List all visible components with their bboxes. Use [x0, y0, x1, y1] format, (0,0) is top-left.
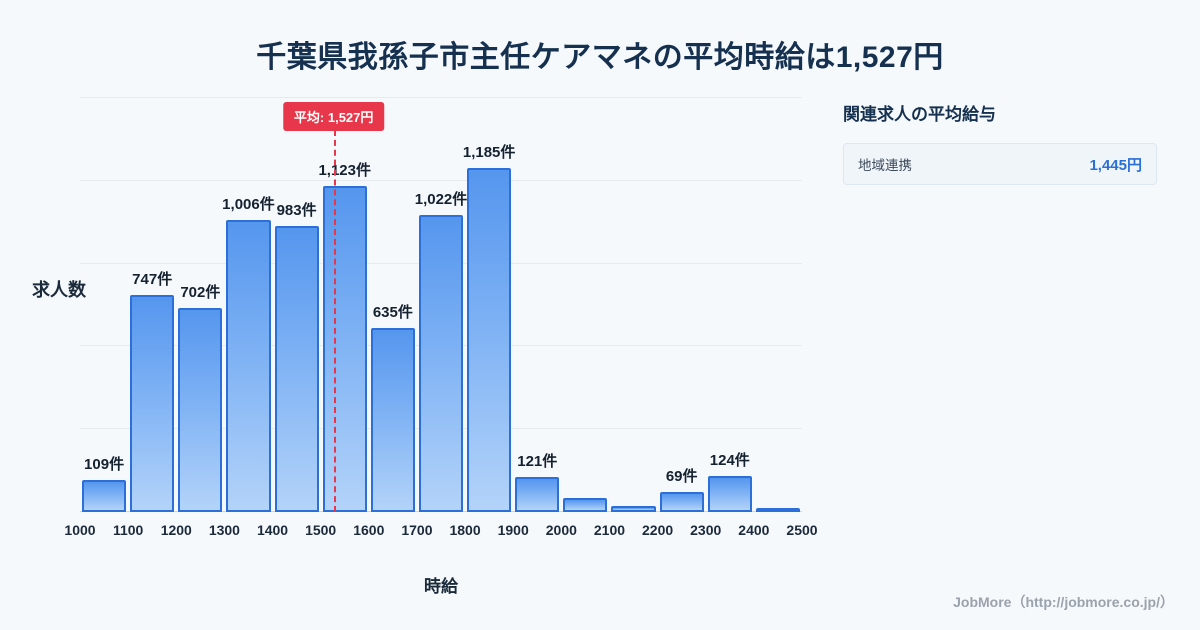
y-axis-label: 求人数	[32, 280, 86, 300]
gridline	[80, 97, 802, 98]
x-tick-label: 1600	[353, 522, 385, 538]
bar-count-label: 635件	[372, 304, 413, 321]
average-line	[333, 130, 336, 512]
x-tick-label: 2300	[690, 522, 722, 538]
x-tick-label: 1100	[112, 522, 144, 538]
histogram-bar	[563, 498, 608, 512]
x-tick-label: 1900	[497, 522, 529, 538]
histogram-bar	[707, 476, 752, 512]
bar-count-label: 1,123件	[318, 162, 371, 179]
histogram-bar	[178, 308, 223, 512]
histogram-bar	[755, 508, 800, 512]
bar-count-label: 747件	[132, 271, 173, 288]
x-tick-label: 1000	[64, 522, 96, 538]
histogram-bar	[659, 492, 704, 512]
bar-count-label: 109件	[84, 456, 125, 473]
bar-count-label: 1,022件	[414, 191, 468, 208]
average-badge: 平均: 1,527円	[282, 102, 385, 131]
bar-count-label: 1,185件	[462, 144, 516, 161]
related-job-label: 地域連携	[858, 158, 912, 173]
related-job-salary: 1,445円	[1089, 156, 1142, 174]
related-job-row[interactable]: 地域連携 1,445円	[843, 143, 1157, 185]
gridline	[80, 179, 802, 181]
x-tick-label: 1200	[160, 522, 192, 538]
histogram-bar	[467, 168, 512, 512]
x-tick-label: 2100	[593, 522, 626, 538]
bar-count-label: 1,006件	[222, 196, 275, 213]
x-tick-label: 1400	[256, 522, 289, 538]
x-tick-label: 1300	[208, 522, 240, 538]
histogram-bar	[418, 215, 464, 512]
x-tick-label: 1700	[401, 522, 433, 538]
related-jobs-panel: 関連求人の平均給与 地域連携 1,445円	[843, 100, 1157, 185]
bar-count-label: 69件	[665, 468, 698, 485]
x-tick-label: 2200	[642, 522, 674, 538]
x-tick-label: 2000	[545, 522, 577, 538]
bar-count-label: 121件	[517, 453, 558, 470]
histogram-bar	[82, 480, 127, 512]
salary-histogram-chart: 109件 747件 702件 1,006件 983件 1,123件 635件 1,022件 1,…	[64, 97, 818, 538]
footer-credit: JobMore（http://jobmore.co.jp/）	[953, 594, 1174, 610]
related-jobs-heading: 関連求人の平均給与	[843, 105, 996, 124]
histogram-bar	[611, 506, 656, 512]
page-title: 千葉県我孫子市主任ケアマネの平均時給は1,527円	[256, 41, 944, 74]
histogram-bar	[274, 226, 319, 512]
x-tick-label: 1800	[449, 522, 481, 538]
histogram-bar	[322, 186, 367, 512]
bar-count-label: 702件	[180, 284, 221, 301]
bar-count-label: 983件	[276, 202, 317, 219]
x-tick-label: 2500	[786, 522, 818, 538]
related-jobs-list: 地域連携 1,445円	[843, 143, 1157, 185]
histogram-bar	[226, 220, 271, 512]
x-axis-label: 時給	[424, 577, 458, 596]
x-tick-label: 1500	[305, 522, 337, 538]
bar-count-label: 124件	[709, 452, 750, 469]
histogram-bar	[370, 328, 415, 512]
histogram-bar	[515, 477, 560, 512]
x-tick-label: 2400	[738, 522, 770, 538]
histogram-bar	[130, 295, 175, 512]
